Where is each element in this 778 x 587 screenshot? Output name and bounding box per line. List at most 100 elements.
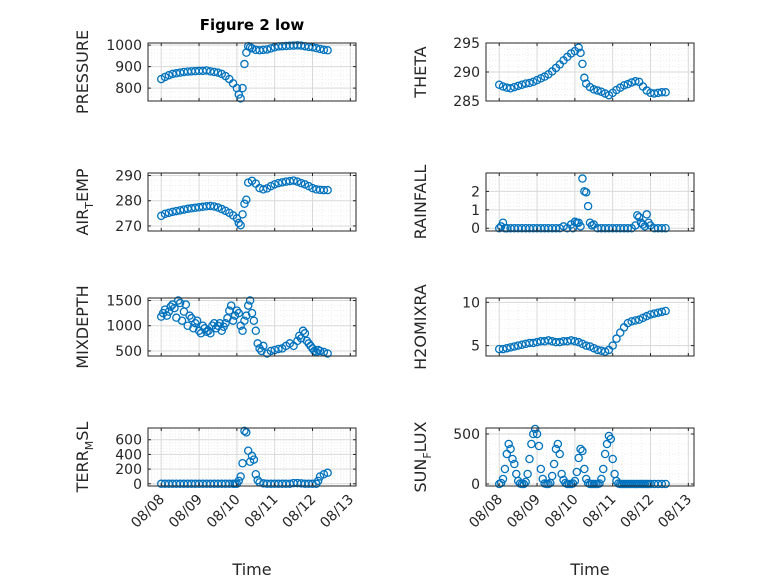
y-axis-label-main: THETA [411,46,430,98]
data-point [534,441,544,451]
y-tick-label: 5 [471,339,480,355]
x-tick-label: 08/11 [580,492,620,532]
data-point [553,439,563,449]
data-point [544,336,553,345]
data-point [523,469,532,479]
data-point [606,434,616,444]
y-axis-label-main: H2OMIXRA [411,284,430,370]
y-tick-label: 295 [453,36,480,52]
data-point [160,209,170,219]
subplot-5: 500 1000 1500 MIXDEPTH [73,285,357,369]
data-point [247,308,257,318]
subplot-4: 0 1 2 RAINFALL [411,165,695,239]
data-point [646,310,655,319]
data-point [510,82,519,92]
y-tick-label: 0 [133,477,142,493]
data-point [166,302,175,311]
data-point [221,318,230,328]
data-point [240,316,249,325]
data-point [580,464,589,474]
y-axis-label: AIRTEMP [73,168,96,235]
plot-area [486,428,694,486]
data-point [496,478,506,488]
y-axis-label: PRESSURE [73,30,92,114]
data-point [247,44,257,53]
data-point [572,467,582,477]
data-point [249,316,259,325]
data-point [262,45,272,54]
data-point [527,439,536,449]
data-point [657,88,667,97]
y-axis-label-main: TERR [73,450,92,493]
y-tick-label: 280 [115,194,142,210]
data-point [657,307,667,317]
y-tick-label: 200 [115,462,142,478]
data-point [323,46,332,55]
y-tick-label: 0 [471,221,480,237]
x-tick-label: 08/09 [504,492,544,532]
data-point [578,174,587,183]
data-point [319,470,329,479]
data-point [580,73,589,83]
data-point [234,308,244,318]
data-point [206,329,215,338]
data-point [236,220,245,230]
data-point [510,459,519,469]
axes-box [147,427,357,487]
data-point [270,180,279,189]
data-point [313,476,323,486]
data-point [181,300,191,309]
y-tick-label: 1 [471,203,480,219]
subplot-6: 5 10 H2OMIXRA [411,284,695,370]
y-tick-label: 500 [453,427,480,443]
data-point [642,210,651,219]
data-point [555,449,564,459]
data-point [500,464,510,474]
data-point [234,476,244,486]
data-point [657,223,667,233]
y-axis-label: THETA [411,46,430,98]
y-axis-label: H2OMIXRA [411,284,430,370]
data-point [498,474,508,484]
y-tick-label: 290 [453,65,480,81]
data-point [506,444,515,454]
data-point [293,177,302,186]
y-tick-label: 290 [115,169,142,185]
data-point [661,223,670,233]
y-axis-label: TERRMSL [73,422,96,494]
data-point [191,318,200,328]
data-point [634,212,644,222]
data-point [249,455,259,464]
x-tick-label: 08/08 [128,492,168,532]
data-point [608,341,617,350]
data-point [551,223,561,233]
data-point [598,464,608,474]
y-axis-label: MIXDEPTH [73,285,92,368]
data-point [251,326,261,336]
data-point [530,424,540,434]
data-point [661,479,670,489]
axes-box [485,172,695,232]
data-point [593,86,602,95]
data-point [266,44,276,53]
data-point [506,83,515,93]
data-point [525,454,534,464]
y-tick-label: 600 [115,433,142,449]
data-point [177,316,187,325]
data-point [240,199,249,209]
data-point [578,59,587,69]
data-point [612,334,621,343]
x-tick-label: 08/08 [466,492,506,532]
data-point [529,429,538,439]
y-tick-label: 2 [471,184,480,200]
x-tick-label: 08/09 [166,492,206,532]
data-point [238,210,247,219]
data-point [192,316,202,325]
data-point [589,85,599,94]
data-point [627,317,636,326]
data-point [234,218,244,228]
x-tick-label: 08/10 [542,492,582,532]
data-point [232,214,242,223]
